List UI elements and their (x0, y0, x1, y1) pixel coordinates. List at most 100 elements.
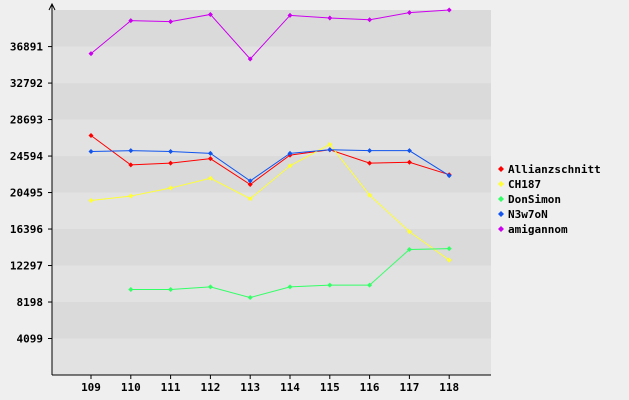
legend-label: DonSimon (508, 193, 561, 206)
legend-item: DonSimon (498, 193, 561, 206)
data-point (168, 149, 174, 155)
data-point (88, 133, 94, 139)
chart-axes (48, 2, 491, 376)
series-lines (88, 7, 452, 301)
x-tick-label: 112 (200, 381, 220, 394)
x-tick-label: 116 (360, 381, 380, 394)
data-point (367, 17, 373, 23)
x-tick-label: 110 (121, 381, 141, 394)
data-point (327, 141, 333, 147)
data-point (287, 163, 293, 169)
legend: Allianzschnitt CH187 DonSimon N3w7oN amigann… (498, 163, 601, 236)
x-tick-label: 115 (320, 381, 340, 394)
y-tick-label: 8198 (17, 296, 44, 309)
data-point (327, 15, 333, 21)
data-point (406, 246, 412, 252)
data-point (247, 295, 253, 301)
data-point (128, 148, 134, 154)
data-point (207, 284, 213, 290)
legend-item: N3w7oN (498, 208, 548, 221)
data-point (168, 160, 174, 166)
data-point (406, 229, 412, 235)
grid-band (52, 83, 491, 120)
data-point (367, 148, 373, 154)
legend-item: CH187 (498, 178, 541, 191)
data-point (88, 149, 94, 155)
data-point (327, 147, 333, 153)
data-point (247, 56, 253, 62)
y-tick-label: 16396 (10, 223, 43, 236)
grid-band (52, 46, 491, 84)
x-tick-label: 118 (439, 381, 459, 394)
data-point (128, 193, 134, 199)
y-axis-arrow (48, 2, 56, 11)
data-point (327, 282, 333, 288)
data-point (287, 150, 293, 156)
legend-marker (498, 211, 504, 217)
data-point (168, 287, 174, 293)
series-line (90, 149, 450, 182)
x-tick-label: 117 (399, 381, 419, 394)
grid-band (52, 302, 491, 339)
grid-band (52, 265, 491, 303)
legend-label: amigannom (508, 223, 568, 236)
data-point (247, 181, 253, 187)
data-point (128, 162, 134, 168)
series-n3w7on (88, 147, 452, 184)
series-line (90, 135, 450, 186)
data-point (207, 156, 213, 162)
x-tick-label: 114 (280, 381, 300, 394)
x-tick-label: 109 (81, 381, 101, 394)
y-tick-label: 4099 (17, 333, 44, 346)
x-tick-label: 113 (240, 381, 260, 394)
data-point (247, 178, 253, 184)
series-line (90, 9, 450, 60)
legend-marker (498, 196, 504, 202)
legend-marker (498, 226, 504, 232)
data-point (88, 198, 94, 204)
y-tick-label: 24594 (10, 150, 43, 163)
data-point (446, 173, 452, 179)
series-line (90, 143, 450, 261)
data-point (88, 51, 94, 57)
data-point (247, 196, 253, 202)
data-point (406, 148, 412, 154)
data-point (128, 287, 134, 293)
y-tick-label: 20495 (10, 187, 43, 200)
data-point (406, 10, 412, 16)
legend-item: amigannom (498, 223, 568, 236)
grid-band (52, 229, 491, 266)
data-point (128, 18, 134, 24)
series-amigannom (88, 7, 452, 62)
grid-band (52, 10, 491, 47)
x-axis-ticks: 109 110 111 112 113 114 115 116 117 118 (81, 375, 459, 394)
data-point (168, 185, 174, 191)
data-point (446, 246, 452, 252)
x-tick-label: 111 (161, 381, 181, 394)
data-point (367, 282, 373, 288)
data-point (446, 7, 452, 13)
data-point (287, 284, 293, 290)
y-tick-label: 28693 (10, 114, 43, 127)
data-point (168, 19, 174, 25)
legend-label: N3w7oN (508, 208, 548, 221)
data-point (207, 150, 213, 156)
y-tick-label: 32792 (10, 77, 43, 90)
legend-marker (498, 166, 504, 172)
data-point (207, 175, 213, 181)
legend-marker (498, 181, 504, 187)
data-point (406, 159, 412, 165)
grid-band (52, 192, 491, 230)
legend-item: Allianzschnitt (498, 163, 601, 176)
y-axis-ticks: 4099 8198 12297 16396 20495 24594 28693 32792 36… (10, 41, 52, 346)
grid-band (52, 338, 491, 375)
series-ch187 (88, 141, 452, 263)
data-point (287, 12, 293, 18)
grid-band (52, 119, 491, 157)
data-point (367, 160, 373, 166)
y-tick-label: 36891 (10, 41, 43, 54)
data-point (207, 11, 213, 17)
legend-label: CH187 (508, 178, 541, 191)
data-point (367, 192, 373, 198)
